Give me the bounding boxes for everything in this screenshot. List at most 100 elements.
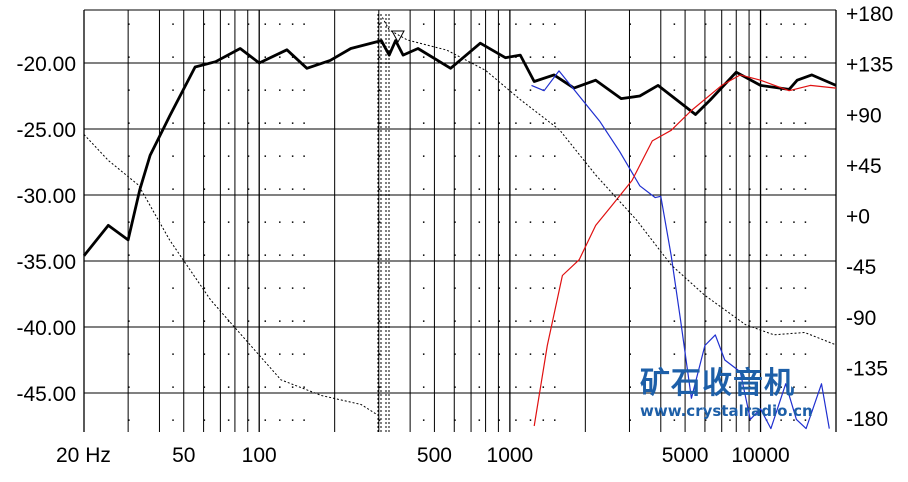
- grid-dot: [227, 254, 230, 256]
- grid-dot: [291, 287, 294, 289]
- y-left-tick-label: -25.00: [16, 119, 76, 142]
- grid-dot: [454, 419, 456, 421]
- grid-dot: [422, 89, 425, 91]
- grid-dot: [378, 254, 381, 256]
- grid-dot: [729, 419, 731, 421]
- grid-dot: [542, 56, 545, 58]
- grid-dot: [793, 386, 795, 388]
- grid-dot: [454, 221, 456, 223]
- grid-dot: [765, 155, 768, 157]
- grid-dot: [729, 89, 731, 91]
- series-line-phase: [83, 17, 837, 416]
- grid-dot: [629, 386, 631, 388]
- grid-dot: [498, 155, 500, 157]
- grid-dot: [729, 221, 731, 223]
- grid-dot: [498, 188, 500, 190]
- grid-dot: [498, 320, 500, 322]
- grid-dot: [291, 89, 294, 91]
- grid-dot: [264, 221, 267, 223]
- grid-dot: [629, 23, 631, 25]
- grid-dot: [793, 353, 795, 355]
- grid-dot: [478, 386, 481, 388]
- grid-dot: [749, 353, 751, 355]
- grid-dot: [542, 122, 545, 124]
- grid-dot: [378, 419, 381, 421]
- grid-dot: [203, 23, 206, 25]
- grid-dot: [303, 320, 305, 322]
- grid-dot: [704, 23, 707, 25]
- grid-dot: [804, 386, 807, 388]
- grid-dot: [303, 122, 305, 124]
- grid-dot: [303, 56, 305, 58]
- grid-dot: [673, 287, 676, 289]
- grid-dot: [291, 155, 294, 157]
- grid-dot: [529, 56, 532, 58]
- grid-dot: [704, 353, 707, 355]
- grid-dot: [454, 23, 456, 25]
- grid-dot: [554, 155, 556, 157]
- grid-dot: [765, 188, 768, 190]
- grid-dot: [765, 287, 768, 289]
- series-line-woofer: [531, 70, 830, 430]
- x-tick-label: 1000: [487, 444, 534, 467]
- grid-dot: [478, 287, 481, 289]
- grid-dot: [247, 23, 250, 25]
- grid-dot: [478, 89, 481, 91]
- grid-dot: [227, 386, 230, 388]
- grid-dot: [529, 89, 532, 91]
- grid-dot: [515, 221, 517, 223]
- grid-dot: [478, 419, 481, 421]
- grid-dot: [704, 122, 707, 124]
- grid-dot: [454, 89, 456, 91]
- grid-dot: [303, 23, 305, 25]
- grid-dot: [264, 419, 267, 421]
- grid-dot: [247, 419, 250, 421]
- y-right-tick-label: -135: [846, 357, 888, 380]
- grid-dot: [264, 254, 267, 256]
- grid-dot: [529, 419, 532, 421]
- grid-dot: [172, 386, 174, 388]
- grid-dot: [291, 419, 294, 421]
- grid-dot: [542, 155, 545, 157]
- grid-dot: [704, 419, 707, 421]
- grid-dot: [542, 419, 545, 421]
- grid-dot: [780, 188, 782, 190]
- grid-dot: [729, 287, 731, 289]
- grid-dot: [264, 353, 267, 355]
- grid-dot: [128, 23, 130, 25]
- grid-dot: [749, 254, 751, 256]
- grid-dot: [247, 122, 250, 124]
- grid-dot: [291, 353, 294, 355]
- grid-dot: [729, 254, 731, 256]
- grid-dot: [629, 419, 631, 421]
- grid-dot: [128, 221, 130, 223]
- grid-dot: [780, 320, 782, 322]
- grid-dot: [749, 287, 751, 289]
- y-right-tick-label: -45: [846, 256, 876, 279]
- grid-dot: [704, 89, 707, 91]
- grid-dot: [172, 122, 174, 124]
- grid-dot: [554, 254, 556, 256]
- grid-dot: [749, 122, 751, 124]
- grid-dot: [515, 23, 517, 25]
- grid-dot: [303, 188, 305, 190]
- grid-dot: [303, 254, 305, 256]
- grid-dot: [422, 419, 425, 421]
- grid-dot: [172, 23, 174, 25]
- y-right-tick-label: +45: [846, 155, 882, 178]
- grid-dot: [128, 254, 130, 256]
- grid-dot: [128, 89, 130, 91]
- grid-dot: [203, 188, 206, 190]
- y-right-tick-label: +180: [846, 3, 893, 26]
- grid-dot: [128, 386, 130, 388]
- grid-dot: [303, 221, 305, 223]
- grid-dot: [227, 188, 230, 190]
- grid-dot: [804, 353, 807, 355]
- grid-dot: [422, 221, 425, 223]
- grid-dot: [422, 56, 425, 58]
- grid-dot: [804, 221, 807, 223]
- grid-dot: [780, 89, 782, 91]
- grid-dot: [172, 254, 174, 256]
- grid-dot: [279, 23, 281, 25]
- grid-dot: [804, 287, 807, 289]
